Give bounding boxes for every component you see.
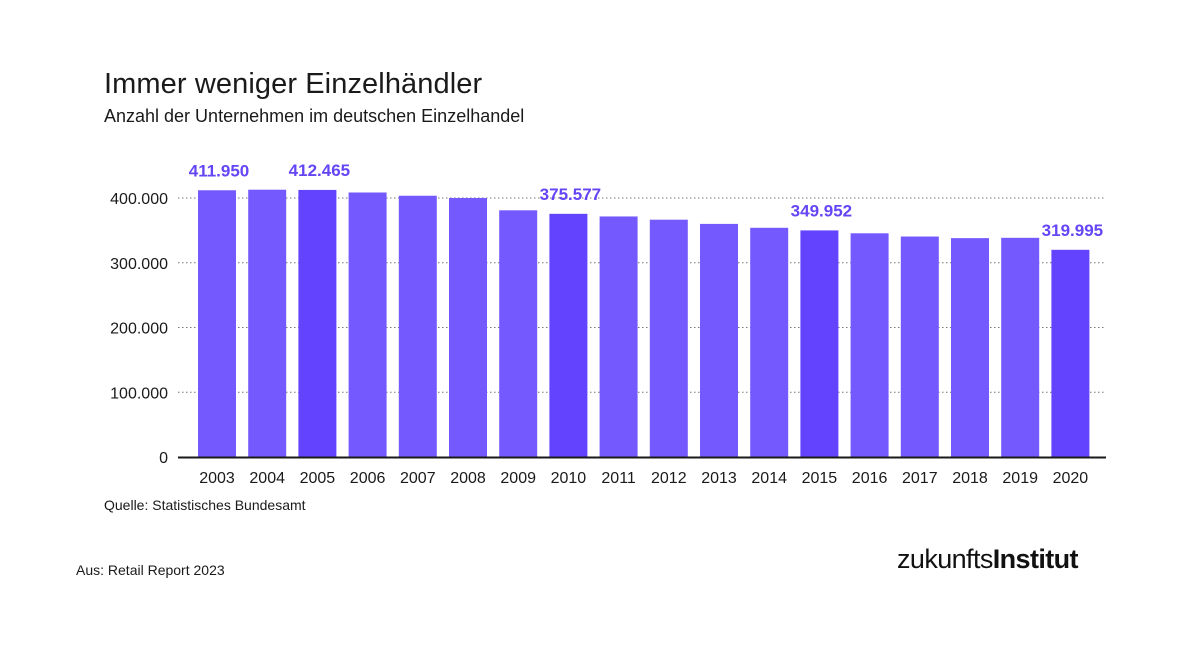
publication-note: Aus: Retail Report 2023 <box>76 562 225 578</box>
x-tick-label: 2006 <box>350 470 386 487</box>
logo-text-bold: Institut <box>992 544 1079 574</box>
logo-text-light: zukunfts <box>897 544 993 574</box>
bar-2004 <box>248 189 287 457</box>
bar-2003 <box>198 190 236 457</box>
x-axis-ticks: 2003 2004 2005 2006 2007 2008 2009 2010 2011 2012… <box>199 470 1088 487</box>
y-axis-ticks: 0 100.000 200.000 300.000 400.000 <box>110 191 168 467</box>
x-tick-label: 2020 <box>1053 470 1089 487</box>
bar-2005 <box>298 189 337 458</box>
bar-2015 <box>800 230 839 457</box>
data-label-2010: 375.577 <box>540 185 601 204</box>
data-label-2005: 412.465 <box>289 161 350 180</box>
x-tick-label: 2004 <box>249 470 285 487</box>
y-tick-label: 200.000 <box>110 321 168 338</box>
y-tick-label: 300.000 <box>110 256 168 273</box>
x-tick-label: 2013 <box>701 470 737 487</box>
zukunftsinstitut-logo: zukunftsInstitut <box>897 544 1079 575</box>
data-label-2003: 411.950 <box>189 161 250 180</box>
x-tick-label: 2018 <box>952 470 988 487</box>
x-tick-label: 2015 <box>802 470 838 487</box>
x-tick-label: 2014 <box>751 470 787 487</box>
bars <box>198 189 1090 458</box>
data-labels: 411.950 412.465 375.577 349.952 319.995 <box>189 161 1103 240</box>
data-label-2015: 349.952 <box>791 201 852 220</box>
x-tick-label: 2008 <box>450 470 486 487</box>
bar-2020 <box>1051 249 1090 457</box>
bar-2019 <box>1001 237 1040 457</box>
bar-2013 <box>700 223 738 457</box>
y-tick-label: 0 <box>159 450 168 467</box>
y-tick-label: 400.000 <box>110 191 168 208</box>
x-tick-label: 2012 <box>651 470 687 487</box>
x-tick-label: 2017 <box>902 470 938 487</box>
x-tick-label: 2003 <box>199 470 235 487</box>
x-tick-label: 2011 <box>601 470 636 487</box>
chart-title: Immer weniger Einzelhändler <box>104 68 483 100</box>
bar-2016 <box>850 233 889 457</box>
bar-2012 <box>649 219 688 457</box>
x-tick-label: 2005 <box>300 470 336 487</box>
bar-2007 <box>398 195 437 457</box>
source-note: Quelle: Statistisches Bundesamt <box>104 497 306 513</box>
chart-subtitle: Anzahl der Unternehmen im deutschen Einz… <box>104 106 525 126</box>
x-tick-label: 2016 <box>852 470 888 487</box>
bar-2008 <box>449 198 487 457</box>
x-tick-label: 2009 <box>500 470 536 487</box>
bar-2006 <box>348 192 387 457</box>
bar-2017 <box>900 236 939 457</box>
bar-2014 <box>750 227 789 457</box>
bar-2009 <box>499 210 538 457</box>
bar-2011 <box>599 216 638 457</box>
bar-2010 <box>549 213 588 457</box>
x-tick-label: 2007 <box>400 470 436 487</box>
x-tick-label: 2019 <box>1002 470 1038 487</box>
data-label-2020: 319.995 <box>1042 221 1103 240</box>
x-tick-label: 2010 <box>551 470 587 487</box>
y-tick-label: 100.000 <box>110 385 168 402</box>
bar-2018 <box>951 238 989 457</box>
